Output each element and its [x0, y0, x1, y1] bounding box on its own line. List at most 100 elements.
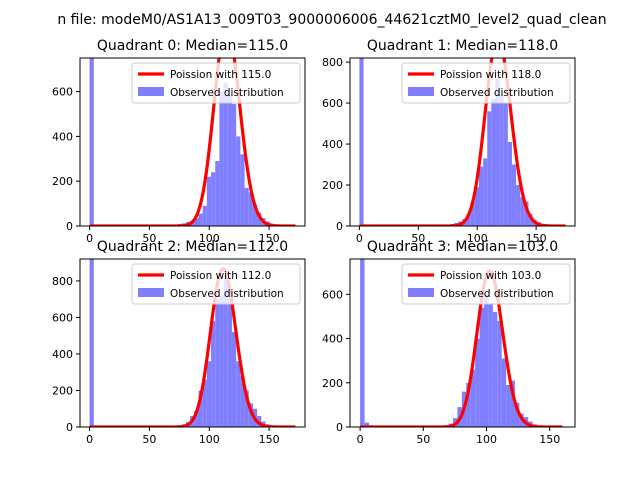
x-tick-label: 100	[476, 433, 497, 446]
legend-box	[401, 263, 571, 305]
histogram-bar	[528, 213, 533, 226]
legend-box	[131, 62, 301, 104]
y-tick-label: 0	[66, 421, 73, 434]
y-tick-label: 600	[322, 97, 343, 110]
legend-label: Poission with 115.0	[170, 69, 271, 81]
histogram-bar	[219, 91, 224, 226]
histogram-bar	[236, 361, 241, 427]
x-tick-label: 100	[199, 232, 220, 245]
histogram-bar	[516, 185, 521, 226]
x-tick-label: 50	[411, 232, 425, 245]
legend-label: Poission with 103.0	[440, 270, 541, 282]
legend: Poission with 118.0 Observed distribution	[401, 62, 571, 104]
histogram-bar	[198, 390, 203, 427]
subplot-title: Quadrant 2: Median=112.0	[97, 239, 288, 255]
poisson-curve	[359, 269, 563, 427]
legend-label: Poission with 118.0	[440, 69, 541, 81]
legend: Poission with 115.0 Observed distribution	[131, 62, 301, 104]
histogram-bar	[231, 332, 237, 427]
histogram-bar	[495, 78, 500, 226]
axes-frame	[79, 57, 306, 227]
histogram-bar	[202, 205, 207, 226]
histogram-bar	[227, 299, 232, 427]
x-tick-label: 0	[356, 232, 363, 245]
histogram-bar	[501, 358, 507, 427]
y-tick-label: 200	[322, 377, 343, 390]
histogram-bar	[470, 369, 476, 427]
histogram-bar	[223, 275, 228, 427]
poisson-curve	[89, 58, 296, 226]
x-tick-label: 150	[539, 433, 560, 446]
plot-area-3	[359, 259, 563, 427]
y-tick-label: 400	[52, 130, 73, 143]
histogram-bar	[359, 58, 364, 226]
histogram-bar	[507, 142, 512, 226]
legend-patch-swatch	[408, 288, 434, 297]
y-tick-label: 600	[322, 288, 343, 301]
figure-suptitle: n file: modeM0/AS1A13_009T03_9000006006_…	[57, 12, 606, 28]
x-tick-label: 0	[86, 433, 93, 446]
subplot-title: Quadrant 3: Median=103.0	[367, 239, 558, 255]
histogram-bar	[491, 98, 496, 226]
histogram-bar	[257, 212, 262, 226]
histogram-bar	[503, 103, 508, 226]
y-tick-label: 800	[52, 275, 73, 288]
y-tick-label: 200	[52, 384, 73, 397]
histogram-bar	[470, 201, 475, 226]
histogram-bar	[466, 382, 471, 427]
subplot-title: Quadrant 0: Median=115.0	[97, 38, 288, 54]
y-tick-label: 200	[322, 179, 343, 192]
histogram-bar	[364, 422, 369, 427]
histogram-bar	[488, 303, 493, 427]
x-tick-label: 150	[259, 232, 280, 245]
x-tick-label: 100	[467, 232, 488, 245]
histogram-bar	[514, 402, 520, 427]
histogram-bar	[215, 299, 220, 427]
histogram-bar	[248, 192, 253, 226]
histogram-bar	[244, 187, 249, 226]
legend-label: Observed distribution	[440, 87, 554, 99]
legend-label: Observed distribution	[440, 288, 554, 300]
y-tick-label: 0	[336, 421, 343, 434]
legend-patch-swatch	[138, 288, 164, 297]
plot-area-0	[89, 58, 296, 226]
histogram-bar	[227, 93, 232, 226]
legend-patch-swatch	[138, 87, 164, 96]
legend: Poission with 112.0 Observed distribution	[131, 263, 301, 305]
x-tick-label: 150	[259, 433, 280, 446]
histogram-bar	[497, 320, 502, 427]
axes-frame	[79, 258, 306, 428]
x-tick-label: 0	[86, 232, 93, 245]
legend-label: Observed distribution	[170, 288, 284, 300]
histogram-bar	[248, 403, 253, 427]
histogram-bar	[194, 218, 199, 226]
x-tick-label: 50	[142, 433, 156, 446]
histogram-bar	[223, 82, 228, 226]
x-tick-label: 50	[142, 232, 156, 245]
histogram-bar	[194, 410, 199, 427]
y-tick-label: 0	[66, 220, 73, 233]
y-tick-label: 0	[336, 220, 343, 233]
axes-frame	[349, 57, 576, 227]
histogram-bar	[360, 259, 365, 427]
histogram-bar	[479, 307, 484, 427]
subplot-2: 0 50 100 150 0 200 400 600 800 Quadrant 2: Median…	[52, 239, 306, 446]
subplot-3: 0 50 100 150 0 200 400 600 Quadrant 3: Median=10…	[322, 239, 576, 446]
legend-box	[401, 62, 571, 104]
histogram-bar	[474, 187, 479, 226]
histogram-bar	[211, 321, 216, 427]
histogram-bar	[492, 312, 498, 427]
axes-frame	[349, 258, 576, 428]
histogram-bar	[466, 213, 471, 226]
histogram-bar	[483, 158, 488, 226]
poisson-curve	[359, 58, 566, 226]
histogram-bar	[520, 197, 525, 226]
histogram-bar	[231, 103, 237, 226]
histogram-bar	[499, 94, 504, 226]
y-tick-label: 400	[52, 348, 73, 361]
histogram-bar	[478, 166, 484, 226]
histogram-bar	[511, 164, 517, 226]
y-tick-label: 400	[322, 333, 343, 346]
histogram-bar	[89, 259, 94, 427]
